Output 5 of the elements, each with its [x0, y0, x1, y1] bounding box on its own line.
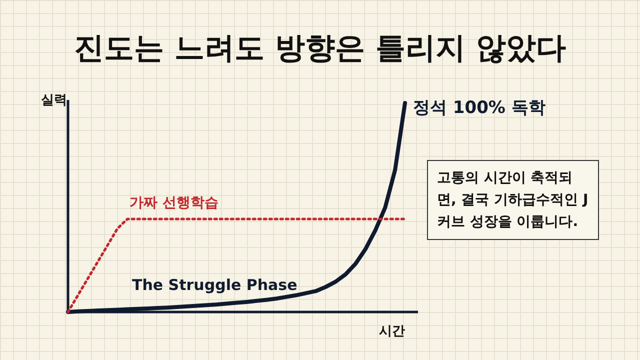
- ylabel: 실력: [41, 93, 67, 108]
- annotation: The Struggle Phase: [132, 276, 298, 294]
- annotation: 고통의 시간이 축적되면, 결국 기하급수적인 J커브 성장을 이룹니다.: [427, 160, 599, 240]
- xlabel: 시간: [379, 324, 405, 339]
- title: 진도는 느려도 방향은 틀리지 않았다: [74, 31, 566, 66]
